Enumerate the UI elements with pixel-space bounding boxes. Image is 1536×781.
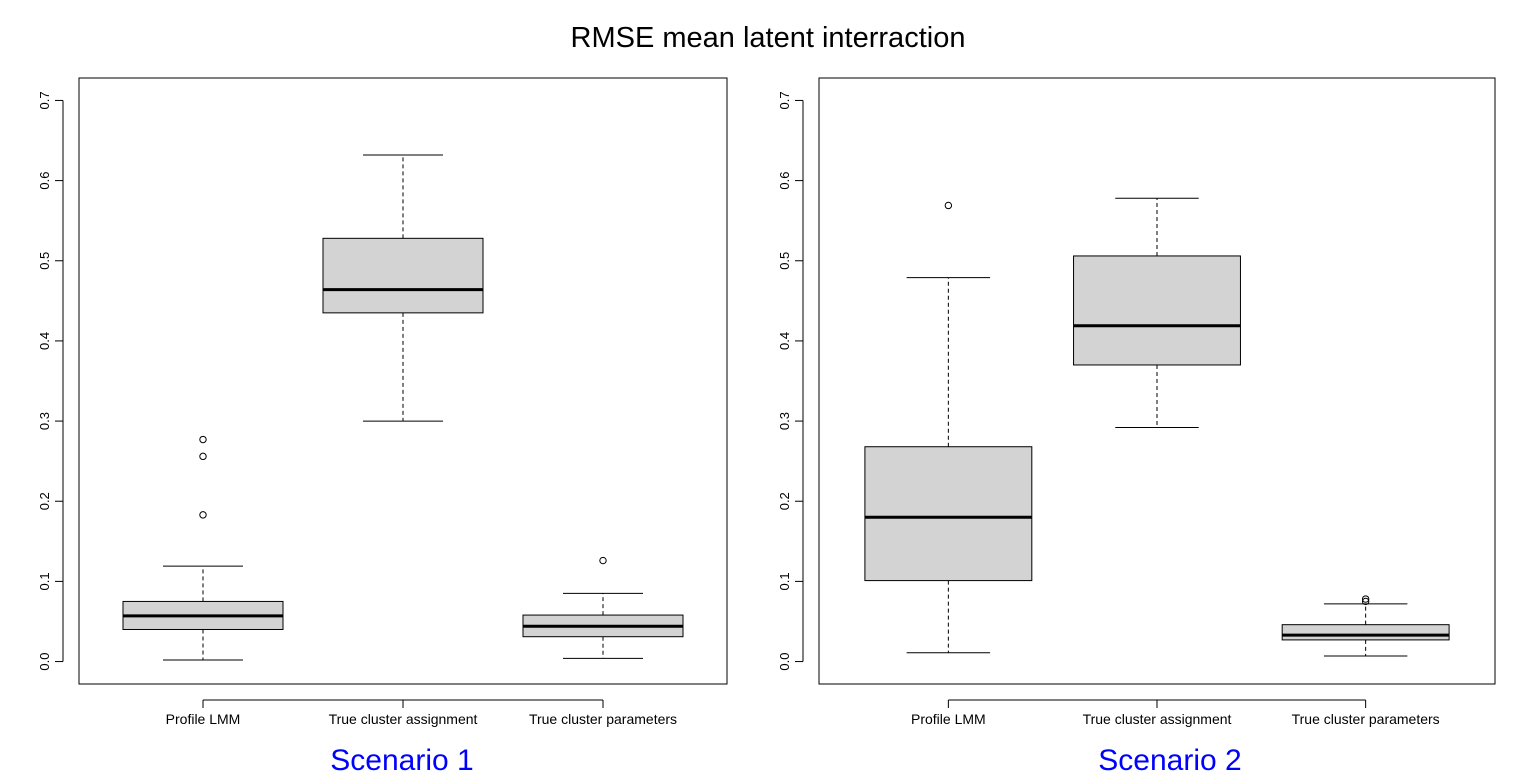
y-tick-label: 0.6 (37, 172, 52, 190)
outlier-point (199, 452, 207, 461)
y-tick-label: 0.3 (37, 412, 52, 430)
box-3 (522, 556, 684, 659)
iqr-box (864, 446, 1033, 582)
x-tick-label: True cluster parameters (1292, 711, 1440, 727)
y-tick-label: 0.1 (37, 572, 52, 590)
y-tick-label: 0.6 (777, 172, 792, 190)
y-tick-label: 0.5 (37, 252, 52, 270)
chart-title: RMSE mean latent interraction (570, 22, 966, 54)
y-tick-label: 0.4 (37, 332, 52, 350)
y-tick-label: 0.3 (777, 412, 792, 430)
outlier-point (944, 201, 953, 210)
outlier-point (199, 511, 207, 519)
y-tick-label: 0.7 (37, 91, 52, 109)
x-tick-label: True cluster parameters (529, 711, 677, 727)
scenario-1-label: Scenario 1 (330, 744, 474, 777)
y-tick-label: 0.5 (777, 252, 792, 270)
scenario-2-label: Scenario 2 (1098, 744, 1242, 777)
y-tick-label: 0.2 (37, 492, 52, 510)
box-1 (864, 201, 1033, 654)
x-tick-label: True cluster assignment (329, 711, 478, 727)
outlier-point (199, 435, 207, 444)
y-tick-label: 0.0 (37, 653, 52, 671)
x-tick-label: True cluster assignment (1083, 711, 1232, 727)
box-2 (322, 154, 484, 422)
box-2 (1073, 197, 1241, 428)
plot-frame (78, 77, 728, 685)
y-tick-label: 0.7 (777, 91, 792, 109)
y-tick-label: 0.0 (777, 653, 792, 671)
panel-2: 0.0 0.1 0.2 0.3 0.4 0.5 0.6 0.7 Profile LMM True … (777, 77, 1496, 727)
outlier-point (1361, 597, 1370, 606)
x-tick-label: Profile LMM (166, 711, 241, 727)
y-tick-label: 0.2 (777, 492, 792, 510)
plot-frame (818, 77, 1496, 685)
box-3 (1281, 595, 1450, 657)
outlier-point (1361, 595, 1370, 603)
iqr-box (322, 237, 484, 314)
panel-1: 0.0 0.1 0.2 0.3 0.4 0.5 0.6 0.7 Profile LMM True … (37, 77, 728, 727)
y-tick-label: 0.4 (777, 332, 792, 350)
iqr-box (1281, 624, 1450, 641)
iqr-box (1073, 255, 1241, 366)
x-tick-label: Profile LMM (911, 711, 986, 727)
box-1 (122, 435, 284, 661)
y-tick-label: 0.1 (777, 572, 792, 590)
outlier-point (599, 556, 607, 565)
